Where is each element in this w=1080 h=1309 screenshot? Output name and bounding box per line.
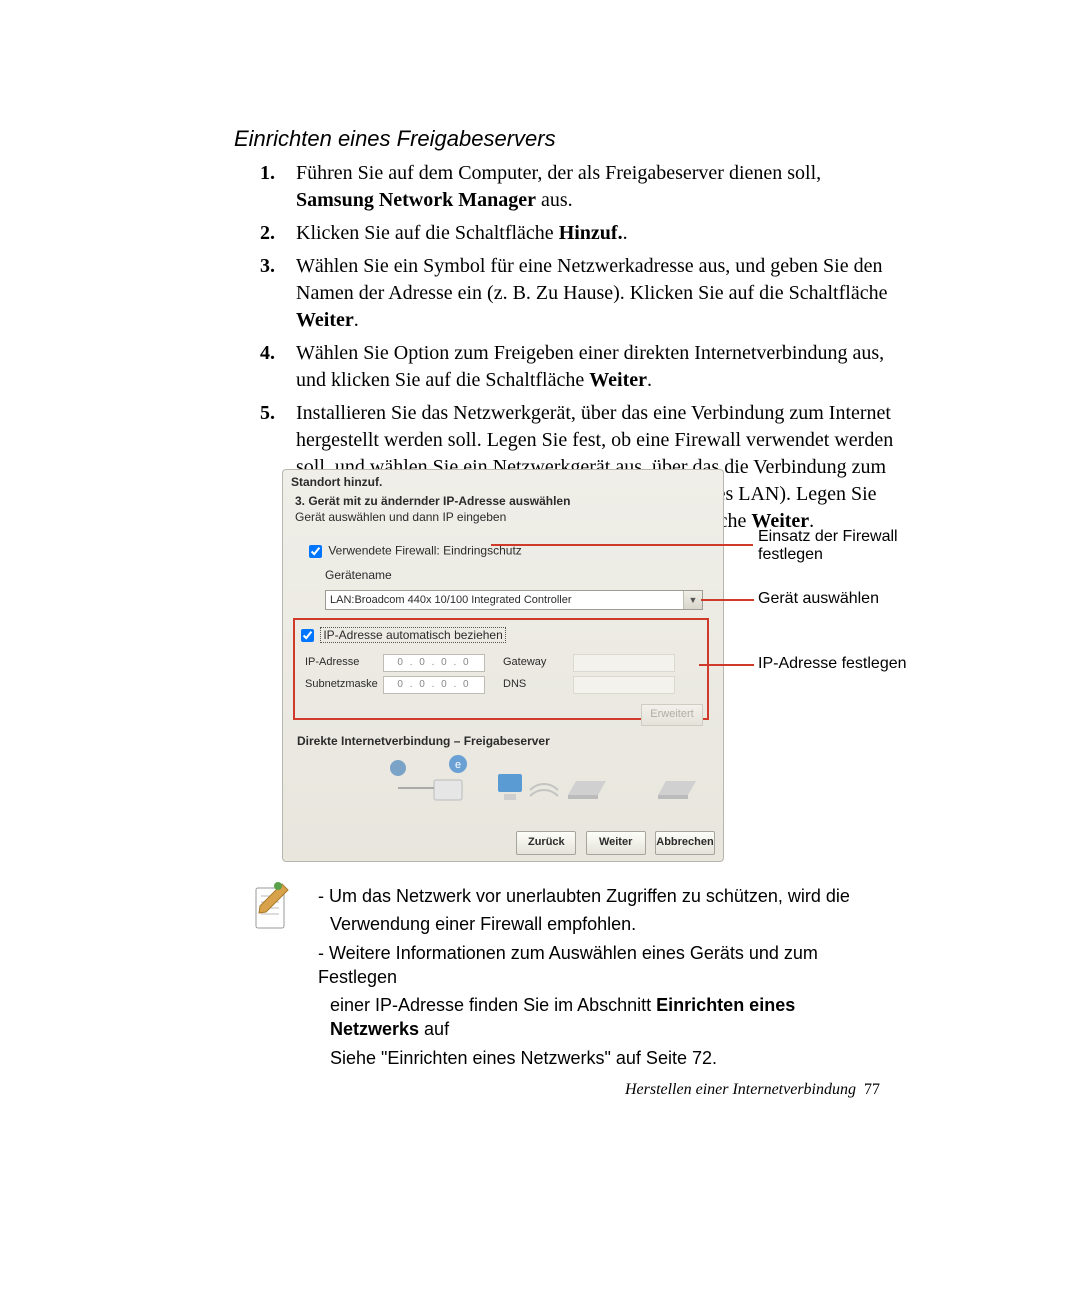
autoip-label: IP-Adresse automatisch beziehen xyxy=(320,627,505,643)
dns-label: DNS xyxy=(503,678,526,690)
device-selected-value: LAN:Broadcom 440x 10/100 Integrated Cont… xyxy=(330,594,572,606)
device-select[interactable]: LAN:Broadcom 440x 10/100 Integrated Cont… xyxy=(325,590,703,610)
gateway-field[interactable] xyxy=(573,654,675,672)
step-2: 2. Klicken Sie auf die Schaltfläche Hinz… xyxy=(260,220,900,247)
step-text: Klicken Sie auf die Schaltfläche Hinzuf.… xyxy=(296,220,900,247)
step-num: 1. xyxy=(260,160,296,214)
callout-firewall-a: Einsatz der Firewall xyxy=(758,528,898,546)
step-text: Wählen Sie Option zum Freigeben einer di… xyxy=(296,340,900,394)
callout-line xyxy=(699,664,754,666)
step-num: 4. xyxy=(260,340,296,394)
footer-text: Herstellen einer Internetverbindung xyxy=(625,1081,856,1098)
chevron-down-icon[interactable]: ▼ xyxy=(683,591,702,609)
dialog-title: Standort hinzuf. xyxy=(291,475,382,489)
note-icon xyxy=(252,882,292,938)
erweitert-button[interactable]: Erweitert xyxy=(641,704,703,726)
step-text: Führen Sie auf dem Computer, der als Fre… xyxy=(296,160,900,214)
direct-connection-label: Direkte Internetverbindung – Freigabeser… xyxy=(297,734,550,748)
dialog-standort-hinzuf: Standort hinzuf. 3. Gerät mit zu ändernd… xyxy=(282,469,724,862)
page-footer: Herstellen einer Internetverbindung 77 xyxy=(625,1081,880,1099)
dialog-subtitle: 3. Gerät mit zu ändernder IP-Adresse aus… xyxy=(295,494,570,508)
dialog-subtitle2: Gerät auswählen und dann IP eingeben xyxy=(295,510,506,524)
callout-firewall-b: festlegen xyxy=(758,546,823,564)
autoip-checkbox[interactable] xyxy=(301,629,314,642)
subnet-field[interactable]: 0 . 0 . 0 . 0 xyxy=(383,676,485,694)
step-num: 2. xyxy=(260,220,296,247)
page-number: 77 xyxy=(864,1081,880,1098)
dialog-button-row: Zurück Weiter Abbrechen xyxy=(510,831,715,855)
svg-text:e: e xyxy=(455,759,461,771)
note-text: - Um das Netzwerk vor unerlaubten Zugrif… xyxy=(318,884,888,1074)
firewall-checkbox[interactable] xyxy=(309,545,322,558)
step-3: 3. Wählen Sie ein Symbol für eine Netzwe… xyxy=(260,253,900,334)
gateway-label: Gateway xyxy=(503,656,546,668)
dns-field[interactable] xyxy=(573,676,675,694)
step-4: 4. Wählen Sie Option zum Freigeben einer… xyxy=(260,340,900,394)
cancel-button[interactable]: Abbrechen xyxy=(655,831,715,855)
step-text: Wählen Sie ein Symbol für eine Netzwerka… xyxy=(296,253,900,334)
autoip-row: IP-Adresse automatisch beziehen xyxy=(297,626,709,645)
subnet-label: Subnetzmaske xyxy=(305,678,378,690)
callout-line xyxy=(701,599,754,601)
callout-device: Gerät auswählen xyxy=(758,590,879,608)
network-diagram: e xyxy=(297,750,709,810)
step-num: 3. xyxy=(260,253,296,334)
callout-ip: IP-Adresse festlegen xyxy=(758,655,907,673)
back-button[interactable]: Zurück xyxy=(516,831,576,855)
ip-address-label: IP-Adresse xyxy=(305,656,359,668)
callout-line xyxy=(491,544,753,546)
section-heading: Einrichten eines Freigabeservers xyxy=(234,126,556,152)
next-button[interactable]: Weiter xyxy=(586,831,646,855)
step-1: 1. Führen Sie auf dem Computer, der als … xyxy=(260,160,900,214)
ip-address-field[interactable]: 0 . 0 . 0 . 0 xyxy=(383,654,485,672)
devicename-label: Gerätename xyxy=(325,568,709,582)
